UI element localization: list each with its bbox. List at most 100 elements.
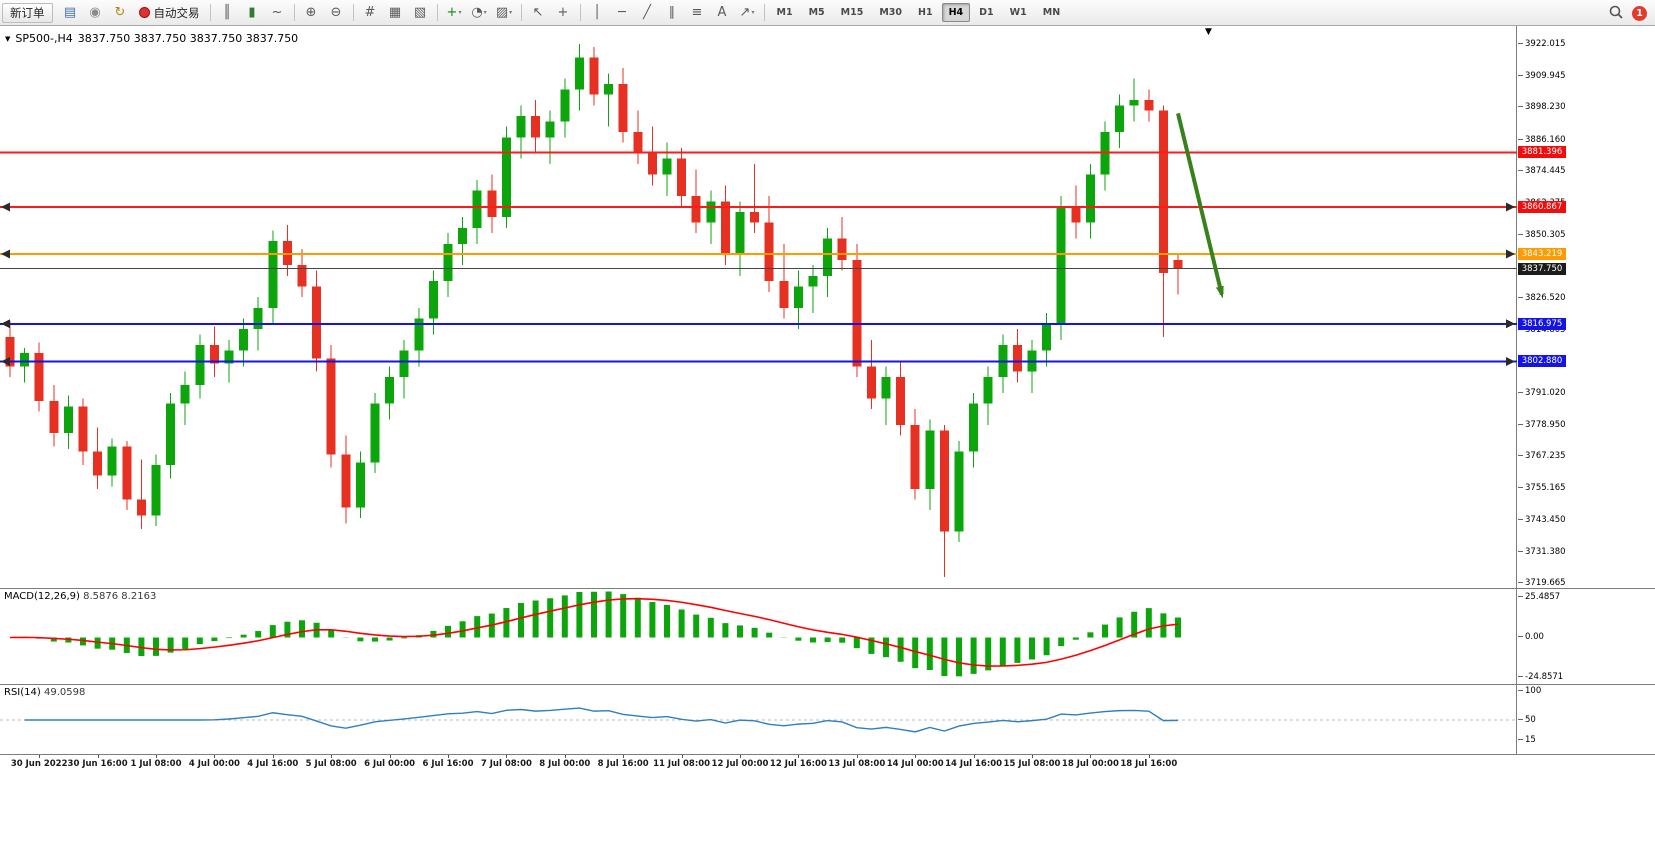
time-axis[interactable]: 30 Jun 2022 30 Jun 16:00 1 Jul 08:00 4 Jul … [0,754,1655,846]
cursor-icon[interactable]: ↖ [527,3,550,23]
price-tick: 3731.380 [1518,546,1566,557]
zoom-in-icon[interactable]: ⊕ [300,3,323,23]
zoom-out-icon[interactable]: ⊖ [325,3,348,23]
price-tick: 3743.450 [1518,514,1566,525]
ohlc-values: 3837.750 3837.750 3837.750 3837.750 [77,32,299,45]
time-axis-label: 12 Jul 00:00 [704,755,776,769]
timeframe-m30-button[interactable]: M30 [872,3,909,22]
dropdown-caret-icon: ▾ [509,9,513,16]
dropdown-caret-icon: ▾ [483,9,487,16]
toolbar-separator [209,4,211,21]
price-tick: 3898.230 [1518,102,1566,113]
horizontal-line-icon[interactable]: ─ [611,3,634,23]
symbol-dropdown-icon[interactable]: ▼ [5,34,11,43]
time-axis-label: 30 Jun 16:00 [62,755,134,769]
time-axis-label: 5 Jul 08:00 [295,755,367,769]
grid-icon[interactable]: # [359,3,382,23]
price-line-badge: 3837.750 [1518,262,1566,275]
toolbar-icon-group: ▤ ◉ ↻ 自动交易 ║ ▮ ~ ⊕ ⊖ # ▦ ▧ + ▾ ◔ ▾ ▨ ▾ ↖ + │ ─ ╱ ∥ ≡ A ↗ ▾ [58,3,769,23]
charts-grid-icon[interactable]: ▤ [59,3,82,23]
macd-plot-area[interactable]: MACD(12,26,9) 8.5876 8.2163 [0,589,1517,684]
time-axis-label: 6 Jul 00:00 [354,755,426,769]
timeframe-d1-button[interactable]: D1 [972,3,1001,22]
price-tick: 3874.445 [1518,165,1566,176]
main-chart-panel: ▼ SP500-,H4 3837.750 3837.750 3837.750 3… [0,26,1655,588]
notification-badge[interactable]: 1 [1632,5,1647,21]
one-click-trading-icon[interactable]: ▼ [1205,27,1212,37]
price-tick: 3922.015 [1518,39,1566,50]
dropdown-caret-icon: ▾ [458,9,462,16]
timeframe-m5-button[interactable]: M5 [802,3,832,22]
price-axis[interactable]: 3922.015 3909.945 3898.230 3886.160 3874.445… [1518,26,1655,588]
dropdown-caret-icon: ▾ [751,9,755,16]
trendline-icon[interactable]: ╱ [636,3,659,23]
line-chart-icon[interactable]: ~ [266,3,289,23]
timeframe-h4-button[interactable]: H4 [941,3,971,22]
tile-windows-icon[interactable]: ▦ [384,3,407,23]
chart-window: ▼ SP500-,H4 3837.750 3837.750 3837.750 3… [0,26,1655,846]
timeframe-m15-button[interactable]: M15 [834,3,871,22]
arrows-icon[interactable]: ↗ ▾ [736,3,759,23]
price-line-badge: 3860.867 [1518,200,1566,213]
rsi-axis[interactable]: 100 50 15 [1517,685,1655,754]
time-axis-label: 8 Jul 16:00 [587,755,659,769]
price-line-badge: 3802.880 [1518,355,1566,368]
macd-axis-tick: 0.00 [1518,632,1544,643]
time-axis-label: 30 Jun 2022 [3,755,75,769]
price-tick: 3778.950 [1518,420,1566,431]
vertical-line-icon[interactable]: │ [586,3,609,23]
text-icon[interactable]: A [711,3,734,23]
channel-icon[interactable]: ∥ [661,3,684,23]
timeframe-mn-button[interactable]: MN [1036,3,1067,22]
macd-axis[interactable]: 25.4857 0.00 -24.8571 [1517,589,1655,684]
macd-panel: MACD(12,26,9) 8.5876 8.2163 25.4857 0.00 -… [0,588,1655,684]
toolbar: 新订单 ▤ ◉ ↻ 自动交易 ║ ▮ ~ ⊕ ⊖ # ▦ ▧ + ▾ ◔ ▾ ▨ ▾ ↖ + │ ─ ╱ ∥ ≡ A ↗ ▾ M1 M5… [0,0,1655,26]
profiles-icon[interactable]: ◉ [84,3,107,23]
toolbar-separator [352,4,354,21]
autotrading-label: 自动交易 [153,5,200,20]
time-axis-label: 1 Jul 08:00 [120,755,192,769]
autotrading-status-icon [138,7,150,18]
price-tick: 3719.665 [1518,578,1566,589]
time-axis-label: 12 Jul 16:00 [762,755,834,769]
rsi-axis-tick: 15 [1518,735,1536,746]
macd-axis-tick: -24.8571 [1517,672,1564,682]
time-axis-label: 14 Jul 16:00 [938,755,1010,769]
timeframe-m1-button[interactable]: M1 [770,3,800,22]
templates-icon[interactable]: ▨ ▾ [493,3,516,23]
price-tick: 3755.165 [1518,483,1566,494]
rsi-value: 49.0598 [43,687,86,698]
search-icon[interactable] [1609,4,1623,23]
price-tick: 3767.235 [1518,451,1566,462]
symbol-period-label: SP500-,H4 [15,32,73,45]
time-axis-label: 8 Jul 00:00 [529,755,601,769]
crosshair-icon[interactable]: + [552,3,575,23]
bar-chart-icon[interactable]: ║ [216,3,239,23]
indicators-icon[interactable]: + ▾ [443,3,466,23]
time-axis-label: 6 Jul 16:00 [412,755,484,769]
price-line-badge: 3881.396 [1518,146,1566,159]
candlestick-chart-icon[interactable]: ▮ [241,3,264,23]
timeframe-h1-button[interactable]: H1 [911,3,940,22]
rsi-plot-area[interactable]: RSI(14) 49.0598 [0,685,1517,754]
price-tick: 3886.160 [1518,134,1566,145]
chart-title: ▼ SP500-,H4 3837.750 3837.750 3837.750 3… [5,32,298,45]
main-plot-area[interactable]: ▼ SP500-,H4 3837.750 3837.750 3837.750 3… [0,26,1517,588]
time-axis-label: 7 Jul 08:00 [470,755,542,769]
cascade-windows-icon[interactable]: ▧ [409,3,432,23]
trend-arrow-annotation [1176,112,1224,299]
refresh-icon[interactable]: ↻ [109,3,132,23]
new-order-label: 新订单 [10,5,45,20]
timeframe-w1-button[interactable]: W1 [1003,3,1034,22]
periods-icon[interactable]: ◔ ▾ [468,3,491,23]
new-order-button[interactable]: 新订单 [2,2,53,23]
time-axis-label: 11 Jul 08:00 [646,755,718,769]
autotrading-button[interactable]: 自动交易 [134,3,205,23]
macd-label: MACD(12,26,9) 8.5876 8.2163 [4,591,157,602]
toolbar-separator [436,4,438,21]
toolbar-separator [520,4,522,21]
macd-values: 8.5876 8.2163 [83,591,157,602]
time-axis-label: 4 Jul 00:00 [178,755,250,769]
toolbar-separator [763,4,765,21]
fibonacci-icon[interactable]: ≡ [686,3,709,23]
